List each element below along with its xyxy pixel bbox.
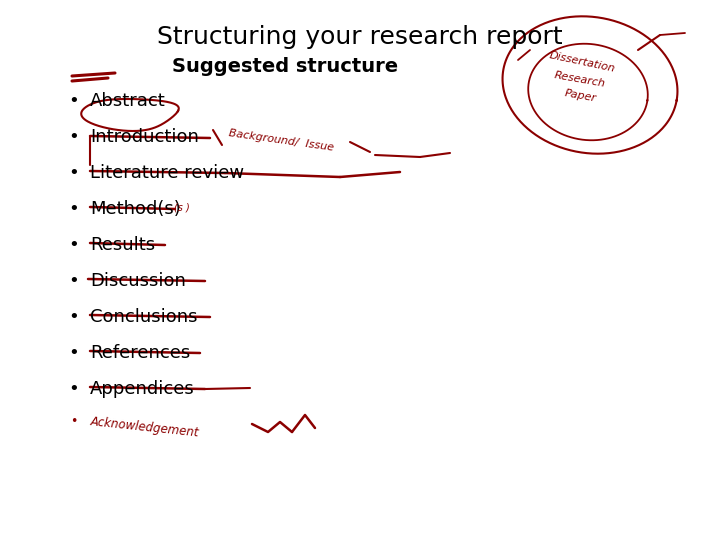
Text: Acknowledgement: Acknowledgement (90, 415, 200, 440)
Text: Abstract: Abstract (90, 92, 166, 110)
Text: •: • (68, 236, 79, 254)
Text: •: • (68, 308, 79, 326)
Text: Discussion: Discussion (90, 272, 186, 290)
Text: Results: Results (90, 236, 155, 254)
Text: •: • (68, 380, 79, 398)
Text: •: • (68, 344, 79, 362)
Text: Suggested structure: Suggested structure (172, 57, 398, 76)
Text: References: References (90, 344, 190, 362)
Text: Conclusions: Conclusions (90, 308, 197, 326)
Text: •: • (68, 128, 79, 146)
Text: Method(s): Method(s) (90, 200, 181, 218)
Text: Paper: Paper (563, 88, 597, 104)
Text: Research: Research (554, 70, 606, 89)
Text: •: • (68, 92, 79, 110)
Text: •: • (68, 200, 79, 218)
Text: •: • (68, 164, 79, 182)
Text: (s ): (s ) (174, 203, 190, 213)
Text: Literature review: Literature review (90, 164, 244, 182)
Text: Structuring your research report: Structuring your research report (157, 25, 563, 49)
Text: Background/  Issue: Background/ Issue (228, 128, 335, 153)
Text: •: • (71, 415, 78, 428)
Text: Appendices: Appendices (90, 380, 194, 398)
Text: Introduction: Introduction (90, 128, 199, 146)
Text: Dissertation: Dissertation (548, 50, 616, 74)
Text: •: • (68, 272, 79, 290)
